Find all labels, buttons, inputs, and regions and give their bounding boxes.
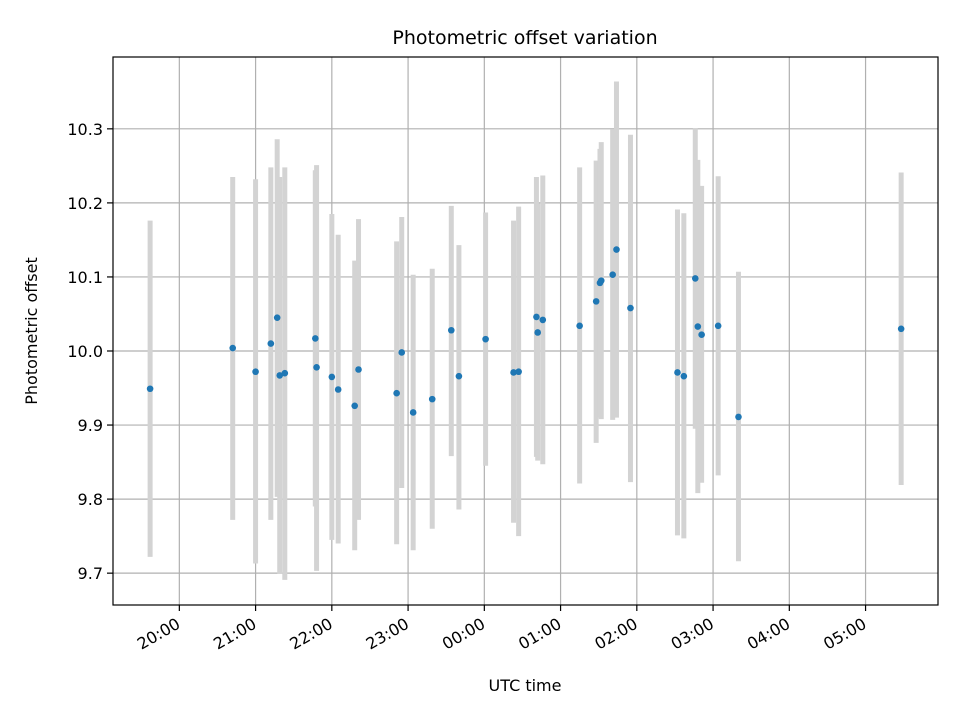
data-point: [539, 316, 547, 324]
data-point: [455, 372, 463, 380]
data-point: [533, 313, 540, 321]
data-point: [680, 372, 688, 380]
grid-layer: [113, 57, 938, 605]
data-point: [267, 340, 275, 347]
y-tick-label: 9.9: [78, 416, 103, 435]
x-axis-title: UTC time: [489, 676, 562, 695]
data-point: [409, 409, 417, 416]
data-point: [674, 369, 681, 376]
data-point: [592, 298, 600, 305]
plot-frame: [112, 56, 939, 606]
data-point: [510, 369, 517, 376]
point-layer: [146, 246, 905, 421]
data-point: [597, 277, 605, 284]
data-point: [393, 389, 400, 397]
data-point: [609, 271, 616, 279]
data-point: [691, 275, 699, 282]
data-point: [576, 322, 583, 330]
data-point: [273, 314, 281, 321]
data-point: [334, 386, 342, 393]
data-point: [897, 325, 905, 333]
data-point: [351, 402, 359, 410]
y-tick-label: 9.7: [78, 564, 103, 583]
data-point: [146, 385, 154, 393]
data-point: [276, 372, 284, 379]
data-point: [694, 323, 702, 330]
data-point: [281, 369, 289, 377]
y-tick-label: 10.0: [67, 342, 103, 361]
chart-title: Photometric offset variation: [392, 27, 657, 49]
data-point: [428, 395, 436, 403]
y-tick-label: 10.3: [67, 120, 103, 139]
data-point: [735, 413, 742, 421]
data-point: [714, 322, 722, 330]
data-point: [698, 331, 705, 339]
data-point: [627, 304, 634, 312]
data-point: [515, 368, 522, 376]
data-point: [613, 246, 620, 253]
y-tick-label: 10.1: [67, 268, 103, 287]
y-tick-label: 10.2: [67, 194, 103, 213]
data-point: [229, 344, 237, 352]
y-axis-title: Photometric offset: [22, 257, 41, 405]
data-point: [534, 329, 541, 336]
data-point: [398, 349, 406, 356]
y-tick-label: 9.8: [78, 490, 103, 509]
data-point: [447, 326, 455, 334]
data-point: [328, 373, 336, 381]
data-point: [482, 335, 489, 343]
data-point: [252, 368, 259, 376]
data-point: [312, 335, 319, 342]
data-point: [313, 363, 320, 371]
data-point: [355, 366, 362, 373]
